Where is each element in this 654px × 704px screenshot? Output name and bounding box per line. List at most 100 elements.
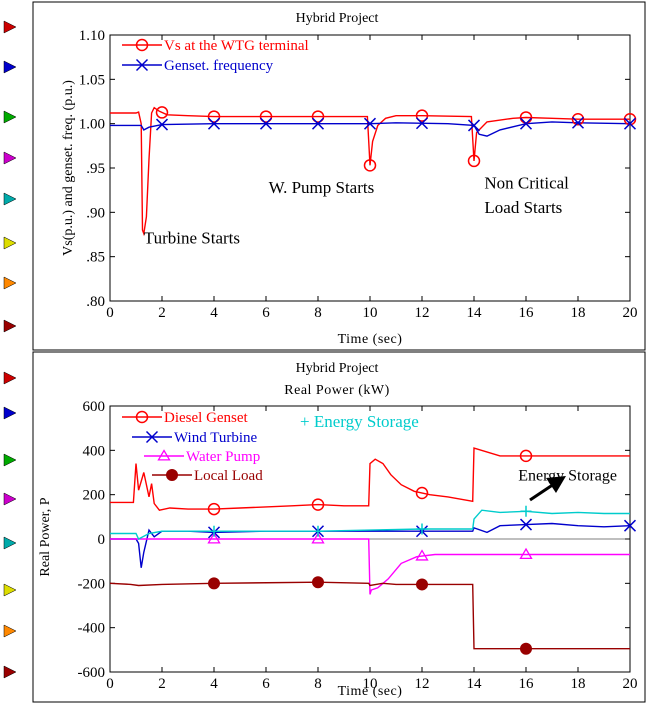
chart-bottom-subtitle: Real Power (kW) [284,383,389,398]
data-point-marker [155,106,169,119]
data-point-marker [311,110,325,123]
legend-marker [135,38,149,52]
data-point-marker [623,117,637,130]
chart-top-legend: Vs at the WTG terminal Genset. frequency [122,38,309,74]
y-tick-label: -600 [78,665,106,681]
legend-entry-label: Genset. frequency [164,58,274,74]
x-tick-label: 2 [158,676,166,692]
annotation-label: Non Critical [484,173,569,192]
legend-entry-label: Wind Turbine [174,430,258,446]
y-tick-label: 600 [83,399,106,415]
data-point-marker [571,116,585,129]
data-point-marker [519,518,533,531]
chart-top-title: Hybrid Project [296,11,379,26]
data-point-marker [363,117,377,130]
chart-bottom-axis-ticks: 0 2 4 6 8 10 12 14 16 18 20 -600 -400 -200 0 200 400 600 [78,399,638,692]
data-point-marker [623,112,637,126]
chart-bottom-legend: Diesel Genset Wind Turbine Water Pump Local… [122,410,419,484]
y-tick-label: .90 [86,205,105,221]
data-point-marker [415,117,429,130]
x-tick-label: 12 [415,305,430,321]
slide-arrow-icons [3,20,17,679]
x-tick-label: 18 [571,305,586,321]
data-point-marker [208,525,220,537]
y-tick-label: .80 [86,294,105,310]
x-tick-label: 16 [519,676,535,692]
slide-arrow-icon [3,192,17,206]
x-tick-label: 20 [623,305,638,321]
legend-marker [135,58,149,72]
data-point-marker [519,449,533,463]
x-tick-label: 8 [314,305,322,321]
y-tick-label: .85 [86,250,105,266]
data-point-marker [208,577,220,590]
x-tick-label: 0 [106,305,114,321]
x-tick-label: 16 [519,305,535,321]
y-tick-label: -400 [78,621,106,637]
x-tick-label: 14 [467,676,483,692]
annotation-label: W. Pump Starts [269,178,375,197]
chart-bottom-frame [32,351,646,703]
real-power-chart: Hybrid Project Real Power (kW) Time (sec… [32,351,646,703]
slide-arrow-icon [3,20,17,34]
y-tick-label: 1.10 [79,28,105,44]
x-tick-label: 18 [571,676,586,692]
y-tick-label: 0 [98,532,106,548]
data-point-marker [571,112,585,126]
x-tick-label: 8 [314,676,322,692]
data-point-marker [416,523,428,535]
chart-bottom-annotations: Energy Storage [518,467,617,484]
slide-arrow-icon [3,151,17,165]
legend-marker [145,430,159,444]
slide-arrow-icon [3,536,17,550]
slide-arrow-icon [3,453,17,467]
series-line [110,538,630,595]
data-point-marker [207,532,221,544]
annotation-label: Energy Storage [518,467,617,484]
x-tick-label: 12 [415,676,430,692]
legend-marker [135,410,149,424]
slide-arrow-icon [3,110,17,124]
x-tick-label: 4 [210,676,218,692]
slide-arrow-icon [3,236,17,250]
data-point-marker [415,486,429,500]
data-point-marker [415,109,429,122]
slide-arrow-icon [3,276,17,290]
series-line [110,447,630,511]
slide-arrow-icon [3,665,17,679]
chart-top-axis-ticks: 0 2 4 6 8 10 12 14 16 18 20 .80 .85 .90 .95 1.00 1.05 1.1… [79,28,638,321]
data-point-marker [312,525,324,537]
annotation-label: Load Starts [484,198,562,217]
data-point-marker [155,118,169,131]
x-tick-label: 14 [467,305,483,321]
y-tick-label: 1.05 [79,72,105,88]
legend-entry-label: Local Load [194,468,263,484]
x-tick-label: 4 [210,305,218,321]
voltage-frequency-chart: Hybrid Project Time (sec) Vs(p.u.) and g… [32,1,646,351]
x-tick-label: 10 [363,305,378,321]
data-point-marker [416,578,428,591]
chart-top-x-axis-label: Time (sec) [338,332,403,347]
y-tick-label: -200 [78,576,106,592]
series-line [109,581,630,650]
data-point-marker [519,547,533,560]
legend-entry-label: Diesel Genset [164,410,249,426]
chart-top-y-axis-label: Vs(p.u.) and genset. freq. (p.u.) [61,80,76,256]
series-line [110,106,630,237]
data-point-marker [520,505,532,517]
data-point-marker [259,117,273,130]
chart-bottom-x-axis-label: Time (sec) [338,684,403,699]
slide-arrow-icon [3,492,17,506]
legend-entry-label: + Energy Storage [300,412,419,431]
data-point-marker [312,576,324,589]
data-point-marker [207,110,221,123]
data-point-marker [311,532,325,544]
data-point-marker [311,117,325,130]
legend-marker [157,449,171,461]
y-tick-label: .95 [86,161,105,177]
data-point-marker [311,498,325,511]
chart-top-series-markers [155,106,637,172]
data-point-marker [207,502,221,516]
energy-storage-arrow-icon [529,476,566,502]
chart-top-annotations: Turbine Starts W. Pump Starts Non Critical… [144,173,569,247]
